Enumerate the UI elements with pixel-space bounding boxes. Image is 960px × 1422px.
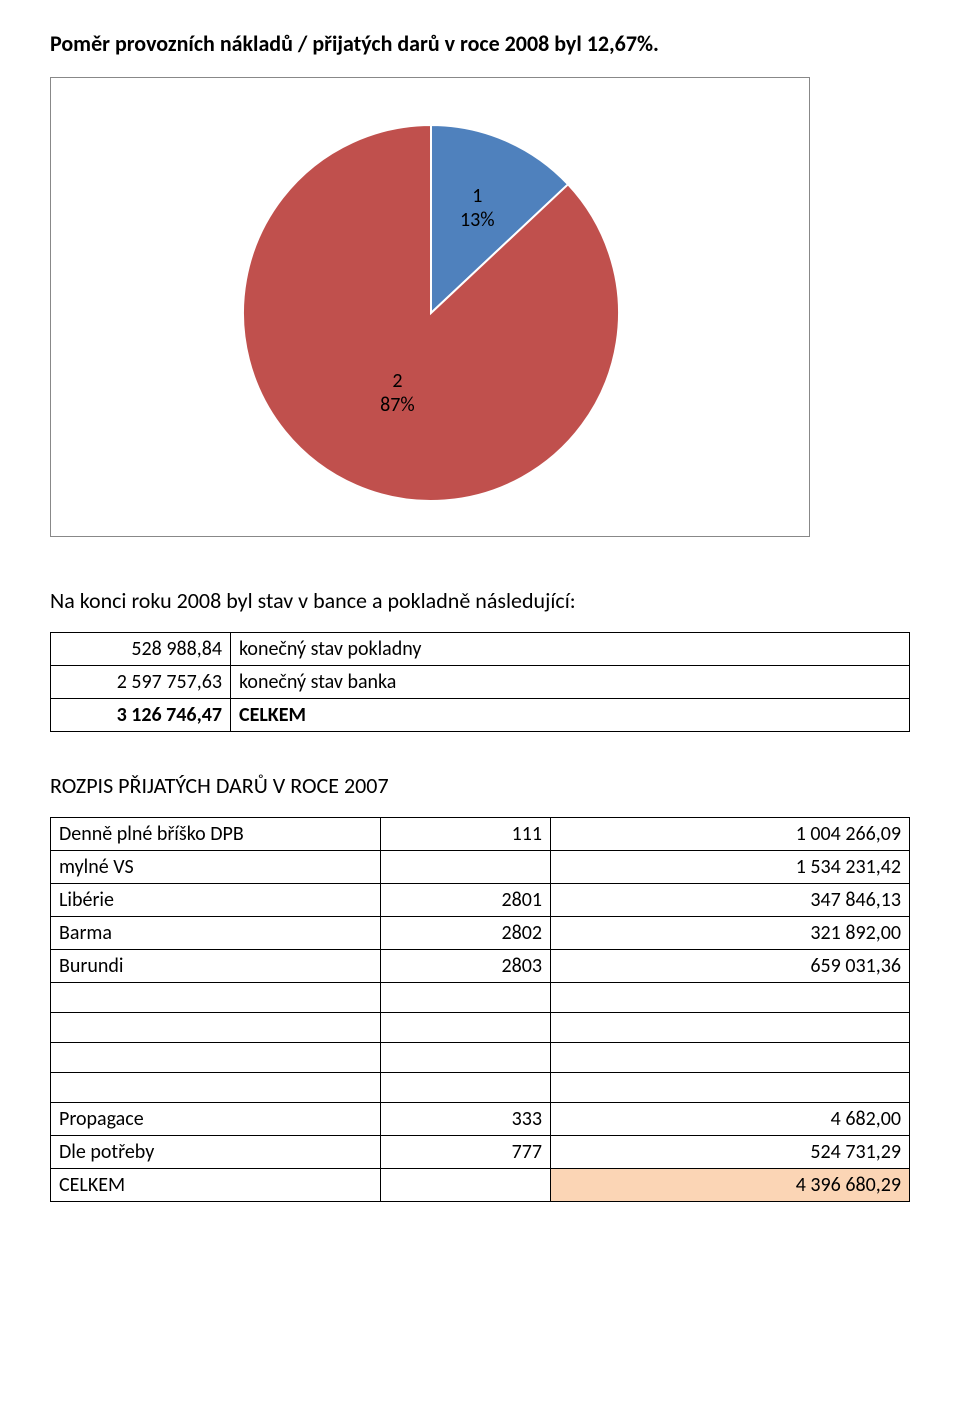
rozpis-amount: 4 396 680,29: [551, 1169, 910, 1202]
rozpis-amount: 1 004 266,09: [551, 818, 910, 851]
rozpis-amount: [551, 1043, 910, 1073]
rozpis-code: [381, 851, 551, 884]
rozpis-amount: 1 534 231,42: [551, 851, 910, 884]
rozpis-name: [51, 1013, 381, 1043]
rozpis-amount: 659 031,36: [551, 950, 910, 983]
rozpis-name: Libérie: [51, 884, 381, 917]
balance-amount: 3 126 746,47: [51, 699, 231, 732]
rozpis-code: 333: [381, 1103, 551, 1136]
table-row: [51, 1013, 910, 1043]
table-row: 3 126 746,47CELKEM: [51, 699, 910, 732]
rozpis-name: mylné VS: [51, 851, 381, 884]
pie-slice-label: 287%: [372, 369, 422, 417]
pie-chart: [241, 123, 621, 503]
rozpis-amount: 321 892,00: [551, 917, 910, 950]
balance-heading: Na konci roku 2008 byl stav v bance a po…: [50, 587, 910, 614]
rozpis-code: 111: [381, 818, 551, 851]
pie-svg: [241, 123, 621, 503]
table-row: Propagace3334 682,00: [51, 1103, 910, 1136]
balance-label: CELKEM: [231, 699, 910, 732]
rozpis-code: 2801: [381, 884, 551, 917]
balance-amount: 528 988,84: [51, 633, 231, 666]
rozpis-name: Denně plné bříško DPB: [51, 818, 381, 851]
rozpis-name: [51, 1073, 381, 1103]
table-row: Libérie2801347 846,13: [51, 884, 910, 917]
table-row: [51, 983, 910, 1013]
rozpis-code: [381, 1169, 551, 1202]
balance-label: konečný stav banka: [231, 666, 910, 699]
rozpis-code: [381, 1013, 551, 1043]
table-row: [51, 1073, 910, 1103]
rozpis-table: Denně plné bříško DPB1111 004 266,09myln…: [50, 817, 910, 1202]
table-row: mylné VS 1 534 231,42: [51, 851, 910, 884]
rozpis-name: Burundi: [51, 950, 381, 983]
table-row: CELKEM 4 396 680,29: [51, 1169, 910, 1202]
rozpis-code: [381, 983, 551, 1013]
table-row: Dle potřeby777524 731,29: [51, 1136, 910, 1169]
balance-amount: 2 597 757,63: [51, 666, 231, 699]
rozpis-amount: 524 731,29: [551, 1136, 910, 1169]
rozpis-name: [51, 1043, 381, 1073]
pie-chart-container: 113% 287%: [50, 77, 810, 537]
rozpis-code: [381, 1073, 551, 1103]
table-row: Denně plné bříško DPB1111 004 266,09: [51, 818, 910, 851]
table-row: [51, 1043, 910, 1073]
rozpis-name: Barma: [51, 917, 381, 950]
rozpis-amount: 4 682,00: [551, 1103, 910, 1136]
rozpis-heading: ROZPIS PŘIJATÝCH DARŮ V ROCE 2007: [50, 772, 910, 799]
rozpis-name: [51, 983, 381, 1013]
rozpis-amount: [551, 983, 910, 1013]
rozpis-code: 2802: [381, 917, 551, 950]
balance-label: konečný stav pokladny: [231, 633, 910, 666]
rozpis-code: 777: [381, 1136, 551, 1169]
table-row: 2 597 757,63konečný stav banka: [51, 666, 910, 699]
pie-slice-label: 113%: [452, 184, 502, 232]
balance-table: 528 988,84konečný stav pokladny2 597 757…: [50, 632, 910, 732]
rozpis-amount: [551, 1073, 910, 1103]
rozpis-name: CELKEM: [51, 1169, 381, 1202]
page-title: Poměr provozních nákladů / přijatých dar…: [50, 30, 910, 57]
table-row: 528 988,84konečný stav pokladny: [51, 633, 910, 666]
rozpis-code: 2803: [381, 950, 551, 983]
table-row: Burundi2803659 031,36: [51, 950, 910, 983]
table-row: Barma2802321 892,00: [51, 917, 910, 950]
rozpis-code: [381, 1043, 551, 1073]
rozpis-amount: [551, 1013, 910, 1043]
rozpis-amount: 347 846,13: [551, 884, 910, 917]
rozpis-name: Dle potřeby: [51, 1136, 381, 1169]
rozpis-name: Propagace: [51, 1103, 381, 1136]
